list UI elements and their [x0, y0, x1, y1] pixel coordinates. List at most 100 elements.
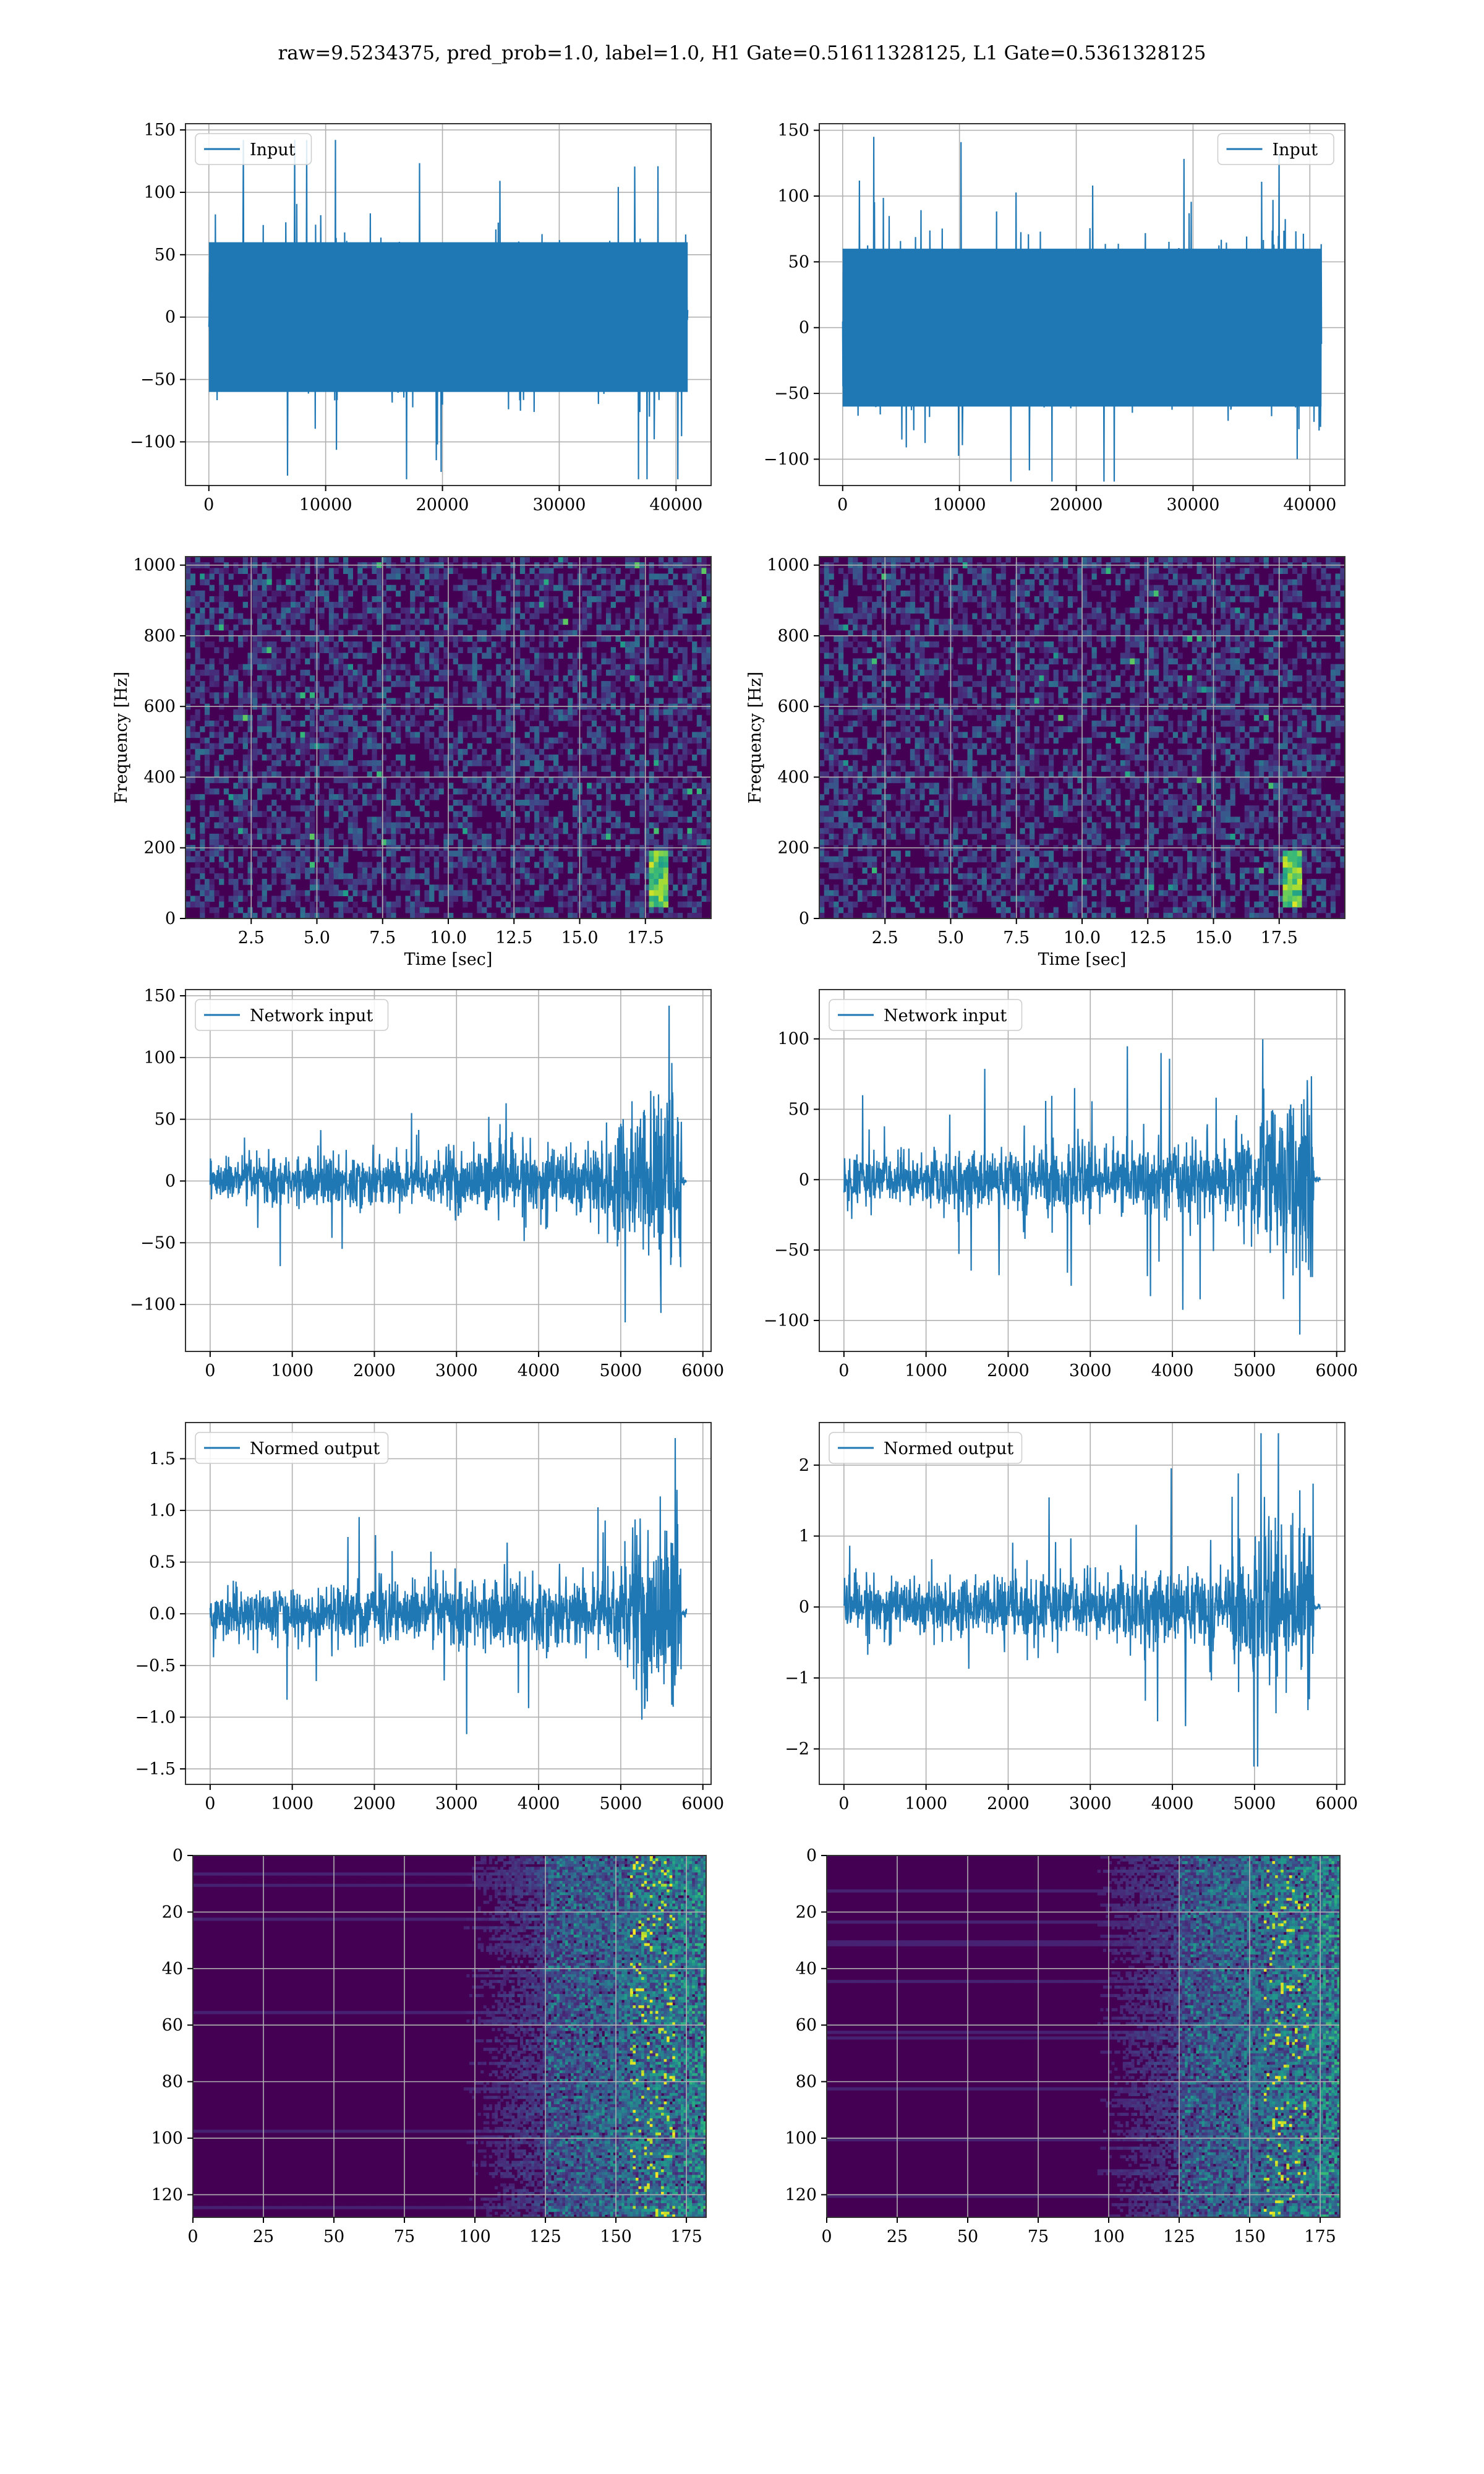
y-tick-label: 100 — [143, 1048, 176, 1068]
plot-area — [186, 1423, 711, 1784]
y-tick-label: 800 — [143, 627, 176, 646]
x-tick-label: 30000 — [532, 495, 586, 515]
y-tick-label: 200 — [777, 839, 809, 858]
x-tick-label: 1000 — [271, 1361, 313, 1380]
ticks: 0 25 50 75 100 125 150 175 0 20 40 60 80 100 120 — [151, 1846, 702, 2246]
legend: Network input — [195, 999, 389, 1031]
x-tick-label: 10.0 — [430, 928, 467, 948]
x-tick-label: 6000 — [681, 1794, 724, 1813]
x-tick-label: 10000 — [299, 495, 352, 515]
axes-frame — [192, 1855, 707, 2218]
subplot-input-l1: 0 10000 20000 30000 40000 −100 −50 0 50 100 150 Inp… — [764, 121, 1345, 515]
x-tick-label: 3000 — [1069, 1794, 1112, 1813]
y-tick-label: 0 — [799, 319, 809, 338]
subplot-normed-output-l1: 0 1000 2000 3000 4000 5000 6000 −2 −1 0 1 2 Normed o… — [785, 1422, 1358, 1813]
x-tick-label: 20000 — [1050, 495, 1103, 515]
x-tick-label: 10.0 — [1064, 928, 1101, 948]
y-tick-label: 2 — [799, 1456, 809, 1475]
x-tick-label: 0 — [821, 2227, 832, 2246]
x-tick-label: 0 — [838, 1361, 849, 1380]
x-tick-label: 150 — [1234, 2227, 1266, 2246]
y-tick-label: 1 — [799, 1527, 809, 1546]
subplot-normed-output-h1: 0 1000 2000 3000 4000 5000 6000 −1.5 −1.0 −0.5 0.0… — [135, 1422, 724, 1813]
x-tick-label: 5000 — [1234, 1361, 1276, 1380]
subplot-features-l1: 0 25 50 75 100 125 150 175 0 20 40 60 80 100 120 — [785, 1846, 1341, 2246]
y-tick-label: 800 — [777, 627, 809, 646]
x-tick-label: 3000 — [435, 1361, 478, 1380]
y-tick-label: 0.0 — [149, 1604, 176, 1624]
x-tick-label: 12.5 — [495, 928, 532, 948]
x-tick-label: 4000 — [1151, 1361, 1194, 1380]
y-tick-label: −50 — [140, 1233, 176, 1252]
grid — [827, 1856, 1340, 2217]
y-tick-label: 600 — [777, 697, 809, 716]
heatmap-cells — [193, 1856, 706, 2217]
y-tick-label: 50 — [155, 246, 176, 265]
y-axis-label: Frequency [Hz] — [746, 672, 765, 803]
y-tick-label: 0 — [165, 909, 176, 928]
x-tick-label: 75 — [1028, 2227, 1049, 2246]
x-tick-label: 15.0 — [1195, 928, 1232, 948]
ticks: 2.5 5.0 7.5 10.0 12.5 15.0 17.5 0 200 400 600 800 10… — [767, 556, 1298, 948]
y-tick-label: 50 — [788, 1100, 809, 1119]
x-tick-label: 2000 — [353, 1361, 396, 1380]
x-tick-label: 6000 — [1315, 1794, 1358, 1813]
x-tick-label: 3000 — [1069, 1361, 1112, 1380]
y-tick-label: 0 — [806, 1846, 817, 1865]
x-tick-label: 100 — [1093, 2227, 1125, 2246]
ticks: 0 1000 2000 3000 4000 5000 6000 −100 −50 0 50 100 15… — [130, 987, 724, 1380]
y-tick-label: −1 — [785, 1669, 809, 1688]
series-line — [209, 1005, 687, 1323]
plot-area — [186, 557, 711, 918]
legend-box — [195, 133, 312, 165]
legend-box — [195, 999, 389, 1031]
x-tick-label: 50 — [957, 2227, 978, 2246]
x-tick-label: 0 — [205, 1361, 215, 1380]
plot-area — [827, 1856, 1340, 2217]
axes-frame — [819, 1422, 1345, 1785]
y-tick-label: 120 — [151, 2185, 183, 2204]
y-tick-label: 400 — [143, 768, 176, 787]
axes-frame — [185, 1422, 712, 1785]
x-axis-label: Time [sec] — [404, 950, 493, 969]
y-tick-label: −50 — [774, 384, 809, 403]
y-tick-label: 1.0 — [149, 1501, 176, 1520]
y-tick-label: 80 — [162, 2073, 183, 2092]
legend-box — [1217, 133, 1334, 165]
subplot-input-h1: 0 10000 20000 30000 40000 −100 −50 0 50 100 150 Inp… — [130, 121, 712, 515]
plot-area — [819, 557, 1345, 918]
y-tick-label: −100 — [764, 450, 809, 469]
plot-area — [819, 1423, 1345, 1784]
y-tick-label: 40 — [162, 1959, 183, 1979]
x-tick-label: 20000 — [416, 495, 469, 515]
x-tick-label: 125 — [529, 2227, 561, 2246]
heatmap-cells — [827, 1856, 1340, 2217]
x-tick-label: 10000 — [933, 495, 986, 515]
ticks: 0 1000 2000 3000 4000 5000 6000 −2 −1 0 1 2 — [785, 1456, 1358, 1813]
x-tick-label: 25 — [887, 2227, 908, 2246]
x-tick-label: 5000 — [600, 1361, 642, 1380]
x-tick-label: 30000 — [1166, 495, 1219, 515]
heatmap-cells — [186, 557, 711, 918]
x-tick-label: 175 — [1304, 2227, 1336, 2246]
y-tick-label: −1.0 — [135, 1708, 176, 1727]
y-tick-label: 0 — [799, 1598, 809, 1617]
x-tick-label: 2000 — [987, 1361, 1030, 1380]
legend: Input — [195, 133, 312, 165]
y-tick-label: 100 — [785, 2129, 817, 2148]
legend-label: Input — [1273, 140, 1318, 160]
series-band — [842, 249, 1322, 407]
y-tick-label: 1.5 — [149, 1450, 176, 1469]
x-tick-label: 4000 — [518, 1794, 560, 1813]
series-line — [843, 1039, 1321, 1335]
x-tick-label: 100 — [459, 2227, 491, 2246]
subplot-spectrogram-h1: 2.5 5.0 7.5 10.0 12.5 15.0 17.5 0 200 400 600 800 10… — [112, 556, 712, 969]
x-tick-label: 75 — [394, 2227, 415, 2246]
axes-frame — [826, 1855, 1341, 2218]
y-tick-label: 0 — [173, 1846, 183, 1865]
legend-label: Normed output — [250, 1439, 380, 1458]
x-tick-label: 40000 — [649, 495, 702, 515]
y-tick-label: 60 — [162, 2016, 183, 2035]
legend-box — [195, 1432, 389, 1464]
